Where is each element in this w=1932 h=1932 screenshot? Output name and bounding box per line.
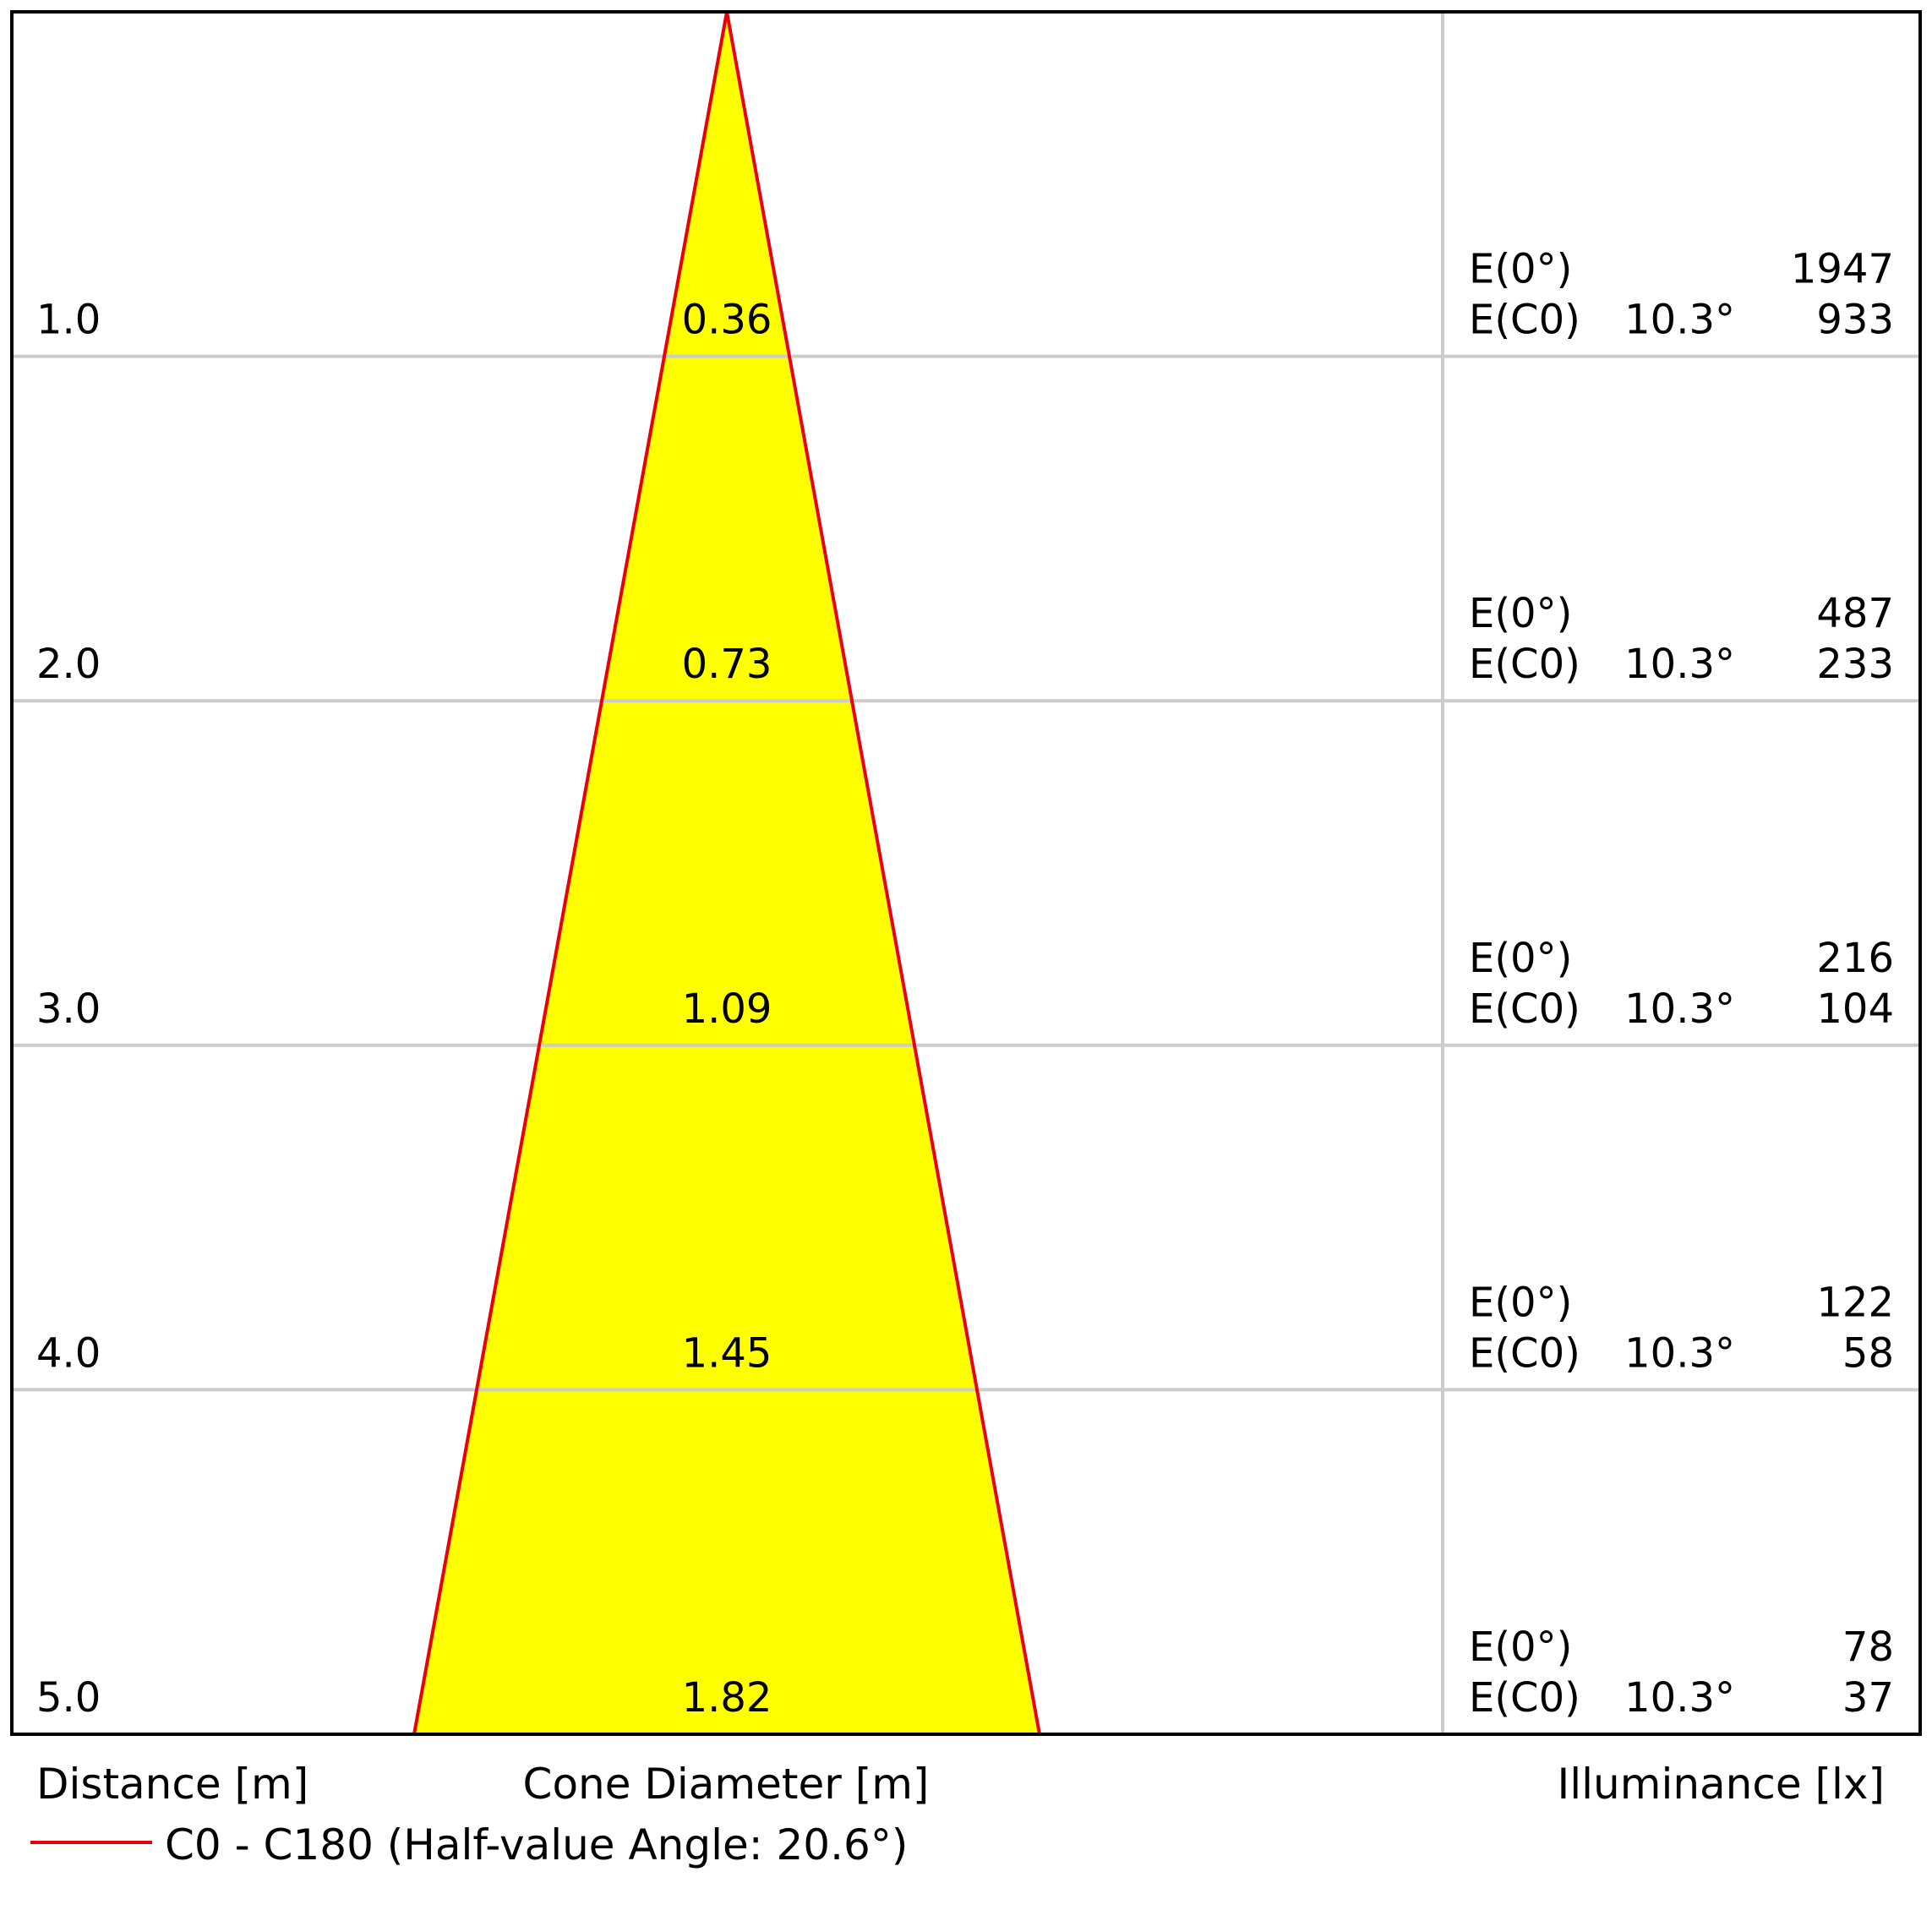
illuminance-ec-label: E(C0) [1469,985,1580,1033]
cone-layer [412,11,1041,1735]
distance-label: 2.0 [36,641,101,688]
diameter-label: 1.82 [682,1674,772,1722]
illuminance-ec-label: E(C0) [1469,1674,1580,1722]
illuminance-ec-label: E(C0) [1469,1329,1580,1377]
illuminance-ec-value: 104 [1816,985,1894,1033]
illuminance-ec-label: E(C0) [1469,297,1580,344]
illuminance-ec-angle: 10.3° [1624,985,1735,1033]
illuminance-ec-value: 933 [1816,297,1894,344]
illuminance-ec-label: E(C0) [1469,641,1580,688]
illuminance-e0-label: E(0°) [1469,935,1572,982]
grid-lines [12,12,1920,1734]
illuminance-e0-label: E(0°) [1469,590,1572,637]
distance-label: 1.0 [36,297,101,344]
distance-label: 5.0 [36,1674,101,1722]
illuminance-ec-value: 58 [1842,1329,1894,1377]
illuminance-e0-label: E(0°) [1469,246,1572,293]
diameter-label: 0.36 [682,297,772,344]
illuminance-ec-angle: 10.3° [1624,1329,1735,1377]
distance-label: 4.0 [36,1329,101,1377]
chart-frame [10,10,1922,1736]
illuminance-e0-value: 122 [1816,1279,1894,1326]
row-labels: 1.0 0.36 E(0°) 1947 E(C0) 10.3° 933 2.0 0.73 E(0°… [36,246,1894,1722]
illuminance-ec-value: 233 [1816,641,1894,688]
distance-axis-label: Distance [m] [36,1760,308,1809]
illuminance-ec-value: 37 [1842,1674,1894,1722]
illuminance-ec-angle: 10.3° [1624,1674,1735,1722]
illuminance-ec-angle: 10.3° [1624,297,1735,344]
illuminance-ec-angle: 10.3° [1624,641,1735,688]
diameter-axis-label: Cone Diameter [m] [523,1760,930,1809]
illuminance-e0-label: E(0°) [1469,1279,1572,1326]
illuminance-e0-value: 487 [1816,590,1894,637]
legend-label: C0 - C180 (Half-value Angle: 20.6°) [165,1820,908,1869]
illuminance-e0-value: 216 [1816,935,1894,982]
cone-edge-left [412,11,729,1735]
illuminance-e0-value: 78 [1842,1624,1894,1671]
distance-label: 3.0 [36,985,101,1033]
cone-edge-right [725,11,1041,1735]
cone-fill [414,12,1040,1734]
diameter-label: 0.73 [682,641,772,688]
illuminance-e0-label: E(0°) [1469,1624,1572,1671]
illuminance-e0-value: 1947 [1791,246,1894,293]
diameter-label: 1.09 [682,985,772,1033]
frame [10,10,1922,1736]
illuminance-axis-label: Illuminance [lx] [1558,1760,1885,1809]
diameter-label: 1.45 [682,1329,772,1377]
